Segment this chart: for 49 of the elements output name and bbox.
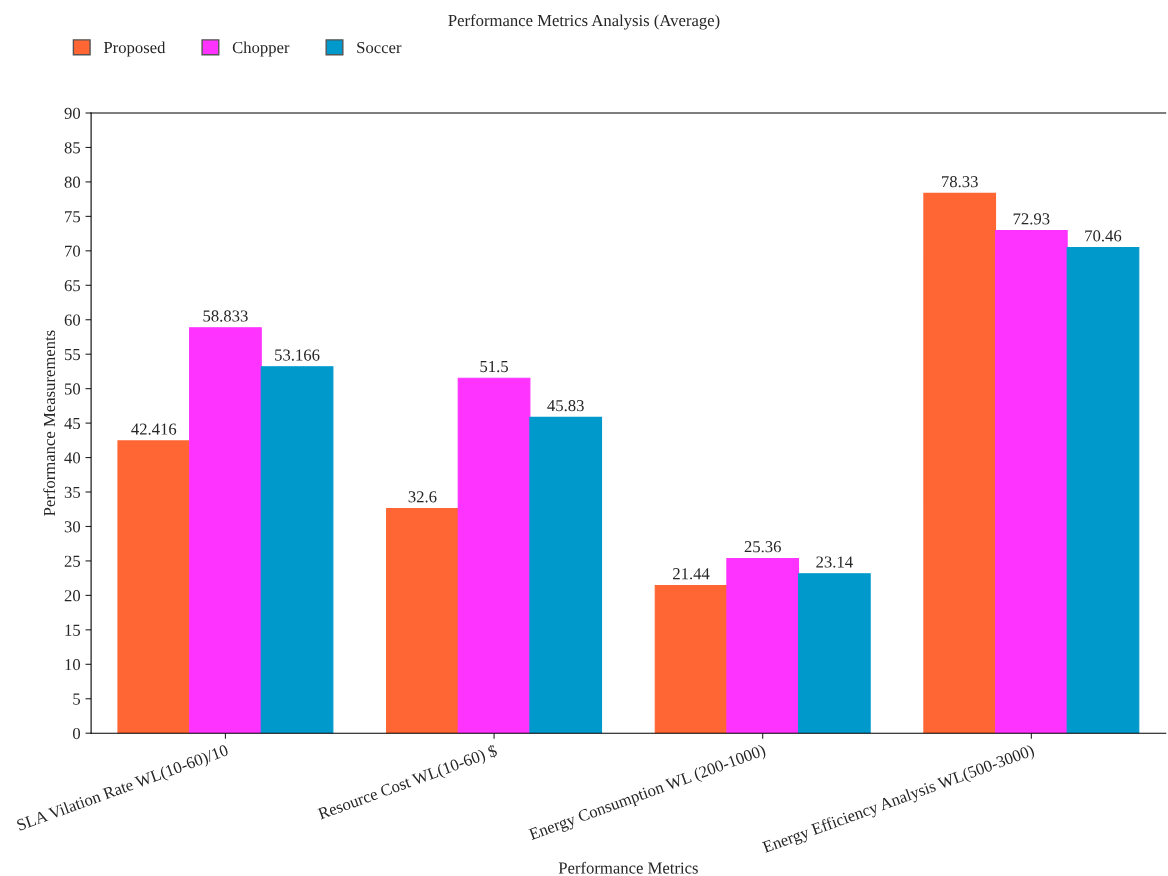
- y-tick-label: 60: [64, 314, 81, 326]
- data-label: 23.14: [816, 556, 853, 568]
- y-tick-label: 25: [64, 555, 81, 567]
- legend-label: Chopper: [232, 41, 290, 57]
- y-tick-label: 85: [64, 142, 81, 154]
- legend-label: Proposed: [103, 41, 166, 57]
- bar: [457, 377, 531, 734]
- y-tick-label: 10: [65, 659, 81, 671]
- y-tick-label: 55: [64, 349, 81, 361]
- legend-label: Soccer: [357, 41, 402, 54]
- bar: [923, 192, 997, 734]
- y-tick-label: 70: [65, 245, 81, 257]
- data-label: 51.5: [480, 360, 508, 373]
- data-label: 53.166: [275, 349, 320, 361]
- bar: [529, 416, 603, 734]
- bar: [654, 584, 728, 734]
- chart-title: Performance Metrics Analysis (Average): [448, 14, 720, 30]
- data-label: 72.93: [1013, 213, 1050, 225]
- y-tick-label: 65: [64, 280, 81, 292]
- bar: [260, 366, 334, 734]
- y-tick-label: 90: [64, 107, 81, 119]
- bar: [117, 440, 191, 734]
- bar: [797, 573, 871, 734]
- bar: [1066, 247, 1140, 734]
- y-tick-label: 5: [73, 693, 81, 705]
- y-tick-label: 30: [64, 521, 81, 533]
- y-tick-label: 75: [65, 211, 81, 223]
- y-tick-label: 0: [72, 727, 81, 740]
- y-tick-label: 40: [64, 452, 81, 464]
- data-label: 78.33: [942, 176, 978, 188]
- y-tick-label: 35: [64, 486, 81, 498]
- data-label: 25.36: [744, 541, 781, 553]
- bar: [386, 508, 459, 734]
- y-tick-label: 15: [65, 624, 81, 636]
- data-label: 21.44: [673, 568, 710, 580]
- y-tick-label: 20: [64, 590, 81, 602]
- x-axis-title: Performance Metrics: [558, 861, 698, 874]
- y-tick-label: 80: [64, 176, 81, 188]
- data-label: 70.46: [1085, 230, 1122, 242]
- y-axis-title: Performance Measurements: [43, 330, 56, 516]
- y-tick-label: 45: [64, 417, 81, 430]
- y-tick-label: 50: [64, 383, 81, 395]
- bar: [994, 230, 1068, 734]
- data-label: 42.416: [131, 423, 177, 435]
- data-label: 45.83: [547, 399, 584, 412]
- data-label: 32.6: [408, 491, 437, 503]
- data-label: 58.833: [203, 310, 248, 322]
- bar: [726, 557, 800, 734]
- bar: [189, 327, 262, 734]
